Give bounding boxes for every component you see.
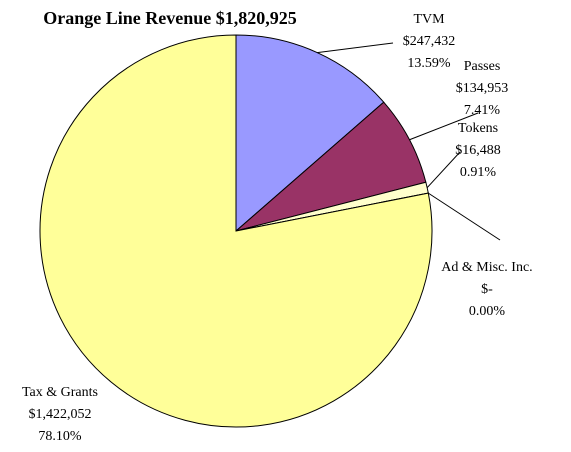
leader-line xyxy=(409,112,479,141)
leader-line xyxy=(317,42,394,54)
leader-line xyxy=(426,151,461,189)
slice-label: Ad & Misc. Inc. xyxy=(441,260,532,275)
slice-percent-label: 0.00% xyxy=(469,304,506,319)
slice-value-label: $247,432 xyxy=(403,34,456,49)
slice-percent-label: 0.91% xyxy=(460,165,497,180)
slice-value-label: $134,953 xyxy=(456,81,509,96)
slice-label: TVM xyxy=(413,12,445,27)
slice-label: Tokens xyxy=(458,121,498,136)
pie-slice xyxy=(235,34,385,233)
leader-line xyxy=(428,192,501,241)
slice-percent-label: 13.59% xyxy=(407,56,451,71)
slice-label: Tax & Grants xyxy=(22,385,98,400)
slice-percent-label: 7.41% xyxy=(464,103,501,118)
slice-label: Passes xyxy=(464,59,501,74)
slice-percent-label: 78.10% xyxy=(38,429,82,444)
slice-value-label: $- xyxy=(481,282,493,297)
slice-value-label: $1,422,052 xyxy=(29,407,92,422)
chart-title: Orange Line Revenue $1,820,925 xyxy=(43,8,297,28)
pie-slice xyxy=(39,34,433,428)
slice-value-label: $16,488 xyxy=(455,143,501,158)
